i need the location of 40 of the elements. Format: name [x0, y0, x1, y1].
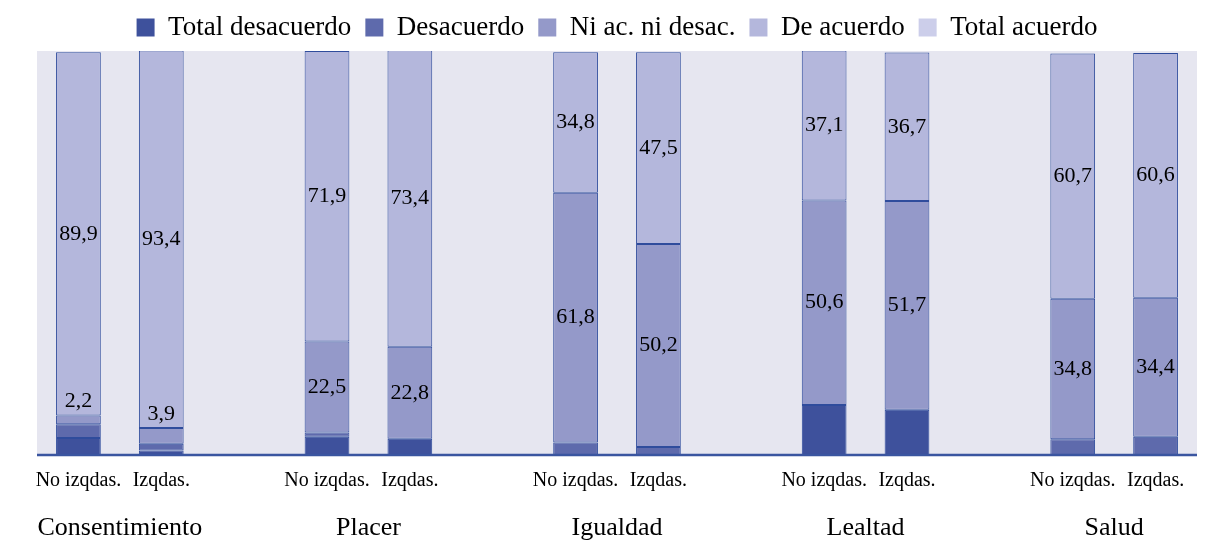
data-label: 73,4	[390, 184, 430, 210]
data-label: 34,8	[1053, 354, 1092, 380]
data-label: 61,8	[556, 303, 595, 329]
data-label: 50,6	[804, 288, 844, 314]
legend-label: Desacuerdo	[396, 10, 525, 41]
data-label: 60,7	[1053, 161, 1092, 187]
x-tick-label: No izqdas.	[532, 468, 619, 492]
data-label: 22,5	[307, 372, 347, 398]
data-label: 89,9	[59, 219, 98, 245]
data-label: 34,4	[1136, 353, 1175, 379]
data-label: 71,9	[307, 182, 347, 208]
x-tick-label: Izqdas.	[629, 468, 688, 492]
text: Lealtad	[826, 511, 905, 541]
data-label: 93,4	[142, 225, 181, 251]
legend-label: De acuerdo	[780, 10, 905, 41]
text: Igualdad	[571, 511, 663, 541]
x-tick-label: Izqdas.	[878, 468, 936, 492]
data-label: 34,8	[556, 108, 595, 134]
data-label: 22,8	[390, 378, 430, 404]
x-tick-label: Izqdas.	[1126, 468, 1185, 492]
data-label: 36,7	[887, 112, 927, 138]
text: Placer	[335, 511, 402, 541]
data-label: 60,6	[1136, 161, 1175, 187]
x-tick-label: Izqdas.	[381, 468, 439, 492]
text: Consentimiento	[37, 511, 203, 541]
x-tick-label: Izqdas.	[132, 468, 190, 492]
legend-label: Ni ac. ni desac.	[569, 10, 736, 41]
text: Salud	[1084, 511, 1144, 541]
x-tick-label: No izqdas.	[35, 468, 122, 492]
data-label: 3,9	[147, 399, 176, 425]
x-tick-label: No izqdas.	[1029, 468, 1116, 492]
data-label: 2,2	[64, 387, 93, 413]
data-label: 37,1	[804, 111, 844, 137]
x-tick-label: No izqdas.	[284, 468, 370, 492]
data-label: 51,7	[887, 291, 927, 317]
legend-label: Total desacuerdo	[168, 10, 352, 41]
x-tick-label: No izqdas.	[781, 468, 867, 492]
data-label: 47,5	[639, 133, 678, 159]
legend-label: Total acuerdo	[950, 10, 1098, 41]
data-label: 50,2	[639, 331, 678, 357]
